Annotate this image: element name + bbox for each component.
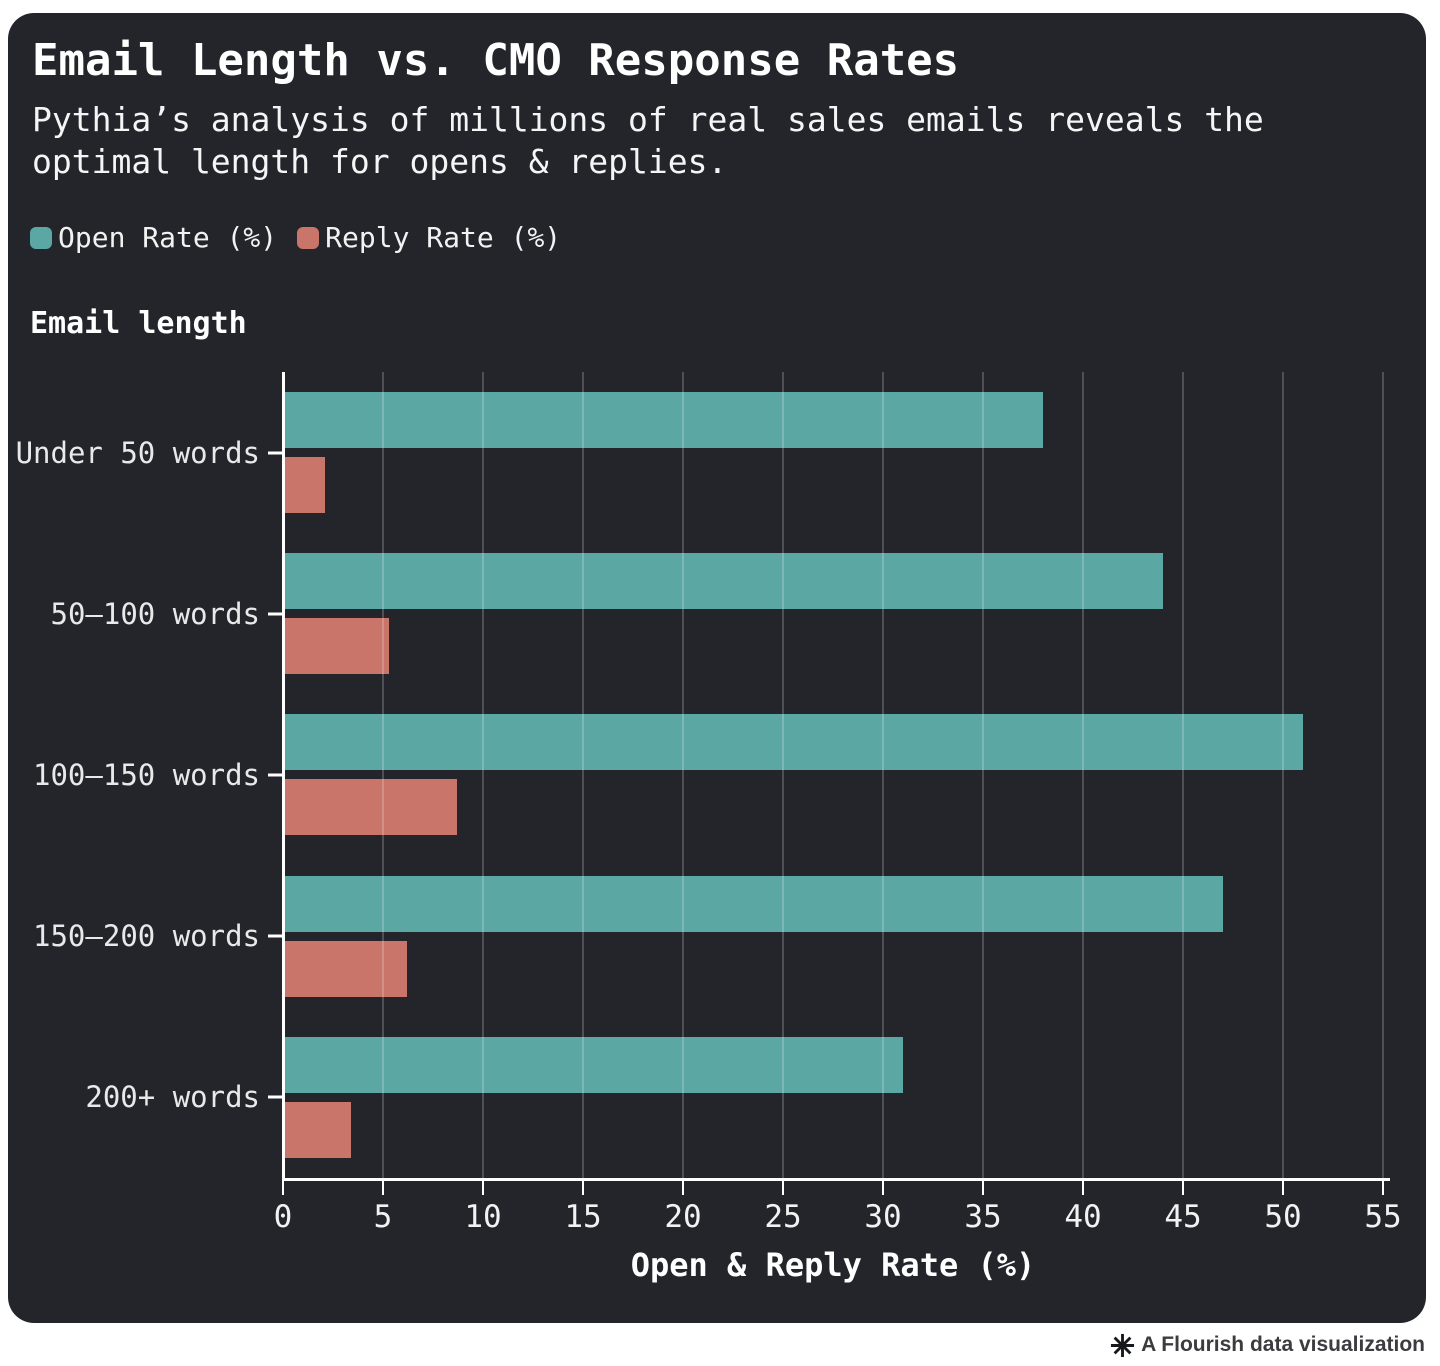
x-axis-line (282, 1178, 1390, 1181)
gridline (582, 372, 584, 1178)
x-tick (282, 1181, 284, 1195)
footer-attribution[interactable]: A Flourish data visualization (1141, 1333, 1425, 1356)
x-tick-label: 50 (1264, 1199, 1302, 1235)
x-tick-label: 40 (1064, 1199, 1102, 1235)
x-tick (982, 1181, 984, 1195)
legend-swatch-icon (297, 226, 320, 249)
reply-rate-bar[interactable] (283, 940, 407, 997)
category-tick (268, 773, 283, 777)
x-tick-label: 30 (864, 1199, 902, 1235)
legend-label: Open Rate (%) (58, 221, 278, 254)
legend-item[interactable]: Open Rate (%) (30, 221, 277, 254)
open-rate-bar[interactable] (283, 1036, 903, 1093)
x-tick (1182, 1181, 1184, 1195)
y-axis-line (282, 372, 285, 1178)
gridline (382, 372, 384, 1178)
category-tick (268, 934, 283, 938)
x-tick-label: 5 (373, 1199, 393, 1235)
x-tick-label: 20 (664, 1199, 702, 1235)
open-rate-bar[interactable] (283, 875, 1223, 932)
plot-area: 0 5 10 15 20 25 30 35 40 45 50 55 Under 50 words 50–1… (16, 372, 1402, 1235)
legend: Open Rate (%) Reply Rate (%) (30, 221, 561, 254)
reply-rate-bar[interactable] (283, 457, 325, 513)
gridline (1182, 372, 1184, 1178)
chart-card: Email Length vs. CMO Response Rates Pyth… (8, 13, 1426, 1323)
gridline (1082, 372, 1084, 1178)
legend-label: Reply Rate (%) (325, 221, 562, 254)
gridline (782, 372, 784, 1178)
category-label: 50–100 words (50, 596, 260, 631)
legend-swatch-icon (30, 226, 52, 249)
gridline (1282, 372, 1284, 1178)
x-tick-label: 45 (1164, 1199, 1202, 1235)
category-label: 150–200 words (33, 919, 260, 954)
x-tick (782, 1181, 784, 1195)
x-tick (382, 1181, 384, 1195)
flourish-star-icon (1110, 1333, 1135, 1358)
x-tick (1082, 1181, 1084, 1195)
gridline (982, 372, 984, 1178)
gridline (882, 372, 884, 1178)
category-tick (268, 612, 283, 616)
x-tick (1382, 1181, 1384, 1195)
gridline (482, 372, 484, 1178)
x-tick-label: 25 (764, 1199, 802, 1235)
chart-subtitle: Pythia’s analysis of millions of real sa… (32, 100, 1264, 181)
x-tick-label: 55 (1364, 1199, 1402, 1235)
x-tick-label: 15 (564, 1199, 602, 1235)
x-tick-label: 35 (964, 1199, 1002, 1235)
open-rate-bar[interactable] (283, 714, 1303, 771)
x-tick (682, 1181, 684, 1195)
x-tick-label: 0 (273, 1199, 293, 1235)
x-axis-title: Open & Reply Rate (%) (630, 1246, 1036, 1284)
x-tick (1282, 1181, 1284, 1195)
category-label: 100–150 words (33, 757, 260, 792)
reply-rate-bar[interactable] (283, 1101, 351, 1158)
gridline (1382, 372, 1384, 1178)
x-tick (882, 1181, 884, 1195)
x-tick (482, 1181, 484, 1195)
legend-item[interactable]: Reply Rate (%) (297, 221, 561, 254)
reply-rate-bar[interactable] (283, 618, 389, 675)
category-label: Under 50 words (15, 435, 260, 470)
footer: A Flourish data visualization (1110, 1326, 1425, 1364)
x-tick (582, 1181, 584, 1195)
open-rate-bar[interactable] (283, 553, 1163, 610)
category-label: 200+ words (85, 1080, 260, 1115)
x-tick-label: 10 (464, 1199, 502, 1235)
y-axis-title: Email length (30, 306, 247, 341)
gridline (682, 372, 684, 1178)
reply-rate-bar[interactable] (283, 779, 457, 836)
category-tick (268, 451, 283, 454)
category-tick (268, 1095, 283, 1099)
open-rate-bar[interactable] (283, 392, 1043, 448)
chart-title: Email Length vs. CMO Response Rates (32, 35, 960, 86)
